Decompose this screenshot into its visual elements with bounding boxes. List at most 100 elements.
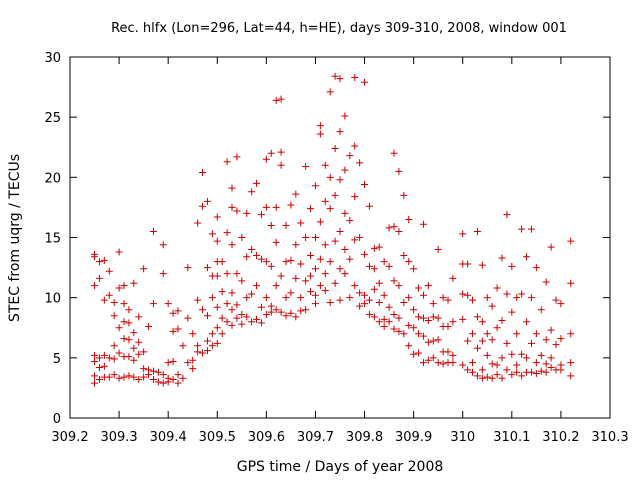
data-point: [331, 279, 339, 287]
data-point: [395, 167, 403, 175]
data-point: [478, 374, 486, 382]
data-point: [243, 294, 251, 302]
data-point: [321, 286, 329, 294]
data-point: [154, 378, 162, 386]
data-point: [473, 344, 481, 352]
data-point: [361, 250, 369, 258]
data-point: [434, 246, 442, 254]
data-point: [346, 294, 354, 302]
data-point: [233, 270, 241, 278]
data-point: [282, 294, 290, 302]
data-point: [110, 342, 118, 350]
data-point: [287, 289, 295, 297]
x-tick-label: 309.6: [248, 430, 285, 445]
data-point: [297, 307, 305, 315]
data-point: [262, 155, 270, 163]
data-point: [213, 213, 221, 221]
data-point: [503, 290, 511, 298]
data-point: [336, 128, 344, 136]
data-point: [513, 330, 521, 338]
data-point: [498, 317, 506, 325]
x-tick-label: 310: [450, 430, 475, 445]
data-point: [361, 291, 369, 299]
data-point: [257, 319, 265, 327]
data-point: [523, 253, 531, 261]
data-point: [405, 258, 413, 266]
data-point: [523, 354, 531, 362]
data-point: [351, 142, 359, 150]
data-point: [302, 163, 310, 171]
data-point: [321, 161, 329, 169]
data-point: [292, 274, 300, 282]
data-point: [130, 373, 138, 381]
data-point: [498, 374, 506, 382]
data-point: [174, 307, 182, 315]
data-point: [135, 375, 143, 383]
data-point: [488, 360, 496, 368]
data-point: [483, 330, 491, 338]
data-point: [469, 296, 477, 304]
data-point: [513, 361, 521, 369]
data-point: [390, 149, 398, 157]
data-point: [302, 234, 310, 241]
data-point: [326, 173, 334, 181]
data-point: [321, 197, 329, 205]
data-point: [130, 356, 138, 364]
y-axis-title: STEC from uqrg / TECUs: [7, 154, 23, 322]
data-point: [444, 323, 452, 331]
data-point: [395, 314, 403, 322]
data-point: [208, 342, 216, 350]
data-point: [257, 211, 265, 219]
data-point: [537, 367, 545, 375]
data-point: [277, 95, 285, 103]
data-point: [547, 354, 555, 362]
data-point: [390, 223, 398, 231]
data-point: [469, 359, 477, 367]
data-point: [547, 363, 555, 371]
data-point: [434, 314, 442, 322]
data-point: [365, 262, 373, 270]
data-point: [503, 366, 511, 374]
data-point: [91, 372, 99, 380]
data-point: [356, 159, 364, 167]
data-point: [307, 288, 315, 296]
data-point: [223, 318, 231, 326]
data-point: [297, 219, 305, 227]
data-point: [316, 122, 324, 130]
data-point: [424, 282, 432, 290]
data-point: [523, 318, 531, 326]
data-point: [473, 227, 481, 235]
x-tick-label: 309.5: [199, 430, 236, 445]
data-point: [262, 203, 270, 211]
data-point: [385, 303, 393, 311]
data-point: [331, 237, 339, 245]
data-point: [110, 298, 118, 306]
data-point: [532, 359, 540, 367]
data-point: [478, 337, 486, 345]
data-point: [508, 350, 516, 358]
data-point: [311, 234, 319, 241]
data-point: [365, 311, 373, 319]
data-point: [253, 282, 261, 290]
data-point: [498, 354, 506, 362]
data-point: [272, 238, 280, 246]
data-point: [105, 291, 113, 299]
data-point: [336, 75, 344, 83]
data-point: [326, 258, 334, 266]
data-point: [365, 296, 373, 304]
data-point: [213, 303, 221, 311]
data-point: [120, 300, 128, 308]
data-point: [159, 371, 167, 379]
data-point: [302, 306, 310, 314]
data-point: [238, 311, 246, 319]
data-point: [473, 372, 481, 380]
data-point: [91, 379, 99, 387]
data-point: [253, 315, 261, 323]
data-point: [253, 252, 261, 260]
data-point: [267, 308, 275, 316]
data-point: [282, 221, 290, 229]
data-point: [267, 262, 275, 270]
data-point: [189, 330, 197, 338]
data-point: [223, 270, 231, 278]
data-point: [243, 313, 251, 321]
